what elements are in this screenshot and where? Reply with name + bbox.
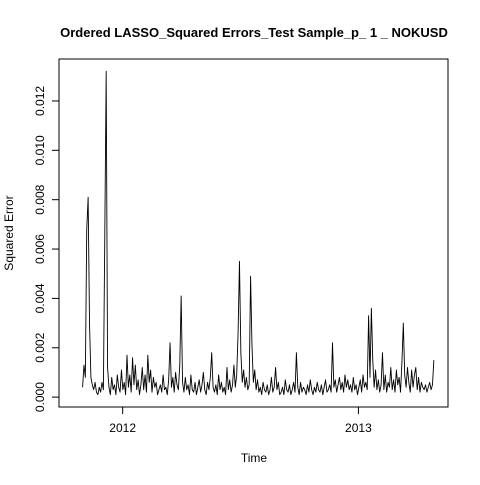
y-axis: 0.000 0.002 0.004 0.006 0.008 0.010 0.012 [33,86,59,412]
y-tick-label: 0.008 [33,184,47,214]
squared-error-series-line [82,70,435,396]
chart-title: Ordered LASSO_Squared Errors_Test Sample… [60,25,448,40]
y-tick-label: 0.000 [33,382,47,412]
y-tick-label: 0.012 [33,86,47,116]
y-tick-label: 0.006 [33,234,47,264]
y-axis-label: Squared Error [2,195,16,270]
plot-frame [58,58,449,408]
series-line-group [82,70,435,396]
x-axis-label: Time [241,451,268,465]
y-tick-label: 0.002 [33,332,47,362]
y-tick-label: 0.004 [33,283,47,313]
x-tick-label: 2012 [109,421,136,435]
x-axis: 2012 2013 [109,407,372,435]
x-tick-label: 2013 [345,421,372,435]
y-tick-label: 0.010 [33,135,47,165]
